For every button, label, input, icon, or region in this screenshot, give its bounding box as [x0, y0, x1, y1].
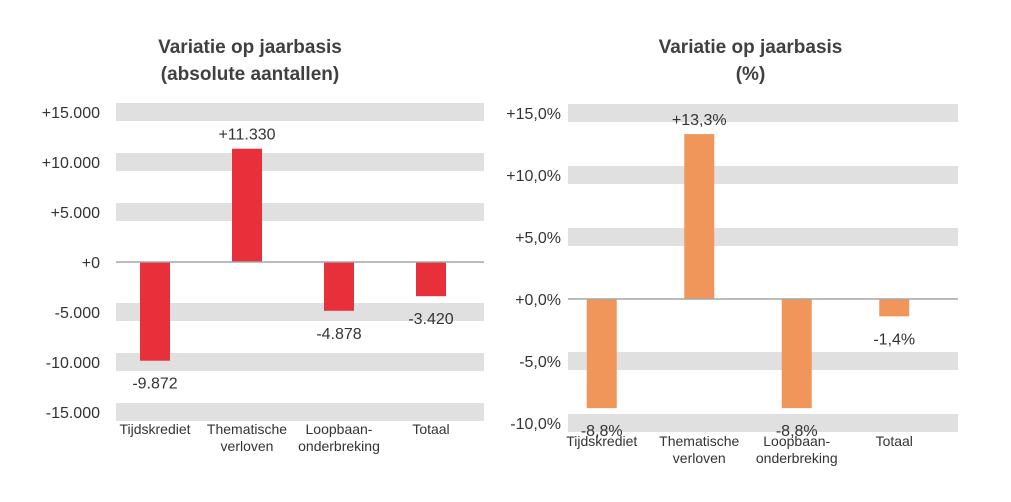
data-label: -1,4% — [873, 331, 915, 348]
chart-title-line2: (absolute aantallen) — [160, 64, 340, 85]
y-tick-label: -15.000 — [46, 405, 100, 422]
grid-band — [568, 228, 958, 246]
data-label: -8,8% — [776, 423, 818, 440]
y-tick-label: +0,0% — [515, 292, 561, 309]
x-tick-label: Tijdskrediet — [566, 433, 637, 449]
chart-svg: +15,0%+10,0%+5,0%+0,0%-5,0%-10,0% -8,8%Ti… — [506, 104, 958, 466]
bar — [879, 299, 910, 317]
grid-band — [116, 403, 484, 421]
y-tick-label: +5,0% — [515, 230, 561, 247]
y-tick-label: -5,0% — [519, 354, 561, 371]
y-tick-label: +0 — [82, 255, 100, 272]
chart-absolute: Variatie op jaarbasis (absolute aantalle… — [0, 0, 500, 502]
grid-band — [116, 303, 484, 321]
y-tick-label: -10,0% — [510, 416, 561, 433]
grid-band — [568, 414, 958, 432]
x-tick-label: Loopbaan-onderbreking — [298, 421, 380, 454]
grid-band — [116, 103, 484, 121]
chart-title: Variatie op jaarbasis (%) — [490, 34, 1011, 88]
grid-band — [568, 352, 958, 370]
bar — [324, 262, 354, 311]
data-label: -4.878 — [316, 326, 361, 343]
bar — [140, 262, 170, 361]
chart-svg: +15.000 +10.000 +5.000 +0 -5.000 -10.000 -15.0… — [42, 103, 484, 454]
chart-percent: Variatie op jaarbasis (%) +15,0% +10,0% +5… — [490, 0, 1011, 502]
grid-band — [568, 166, 958, 184]
y-tick-label: +15.000 — [42, 105, 100, 122]
bar — [586, 299, 617, 409]
y-tick-label: +5.000 — [51, 205, 100, 222]
chart-title: Variatie op jaarbasis (absolute aantalle… — [0, 34, 500, 88]
y-tick-label: -5.000 — [55, 305, 100, 322]
y-tick-label: +10,0% — [506, 168, 561, 185]
bar — [781, 299, 812, 409]
grid-band — [568, 104, 958, 122]
data-label: +13,3% — [672, 112, 727, 129]
x-tick-label: Thematische verloven — [207, 421, 287, 454]
grid-band — [116, 353, 484, 371]
chart-title-line2: (%) — [735, 64, 766, 85]
y-tick-label: +10.000 — [42, 155, 100, 172]
x-tick-label: Totaal — [876, 433, 913, 449]
data-label: -9.872 — [132, 376, 177, 393]
data-label: -8,8% — [581, 423, 623, 440]
x-tick-label: Thematische verloven — [659, 433, 739, 466]
y-tick-label: +15,0% — [506, 106, 561, 123]
x-tick-label: Totaal — [412, 421, 449, 437]
bar — [232, 148, 262, 262]
x-tick-label: Tijdskrediet — [119, 421, 190, 437]
grid-band — [116, 153, 484, 171]
data-label: -3.420 — [408, 311, 453, 328]
chart-title-line1: Variatie op jaarbasis — [158, 37, 342, 58]
x-tick-label: Loopbaan-onderbreking — [756, 433, 838, 466]
y-tick-label: -10.000 — [46, 355, 100, 372]
chart-title-line1: Variatie op jaarbasis — [658, 37, 843, 58]
data-label: +11.330 — [218, 127, 275, 144]
bar — [684, 134, 715, 299]
bar — [416, 262, 446, 297]
grid-band — [116, 203, 484, 221]
